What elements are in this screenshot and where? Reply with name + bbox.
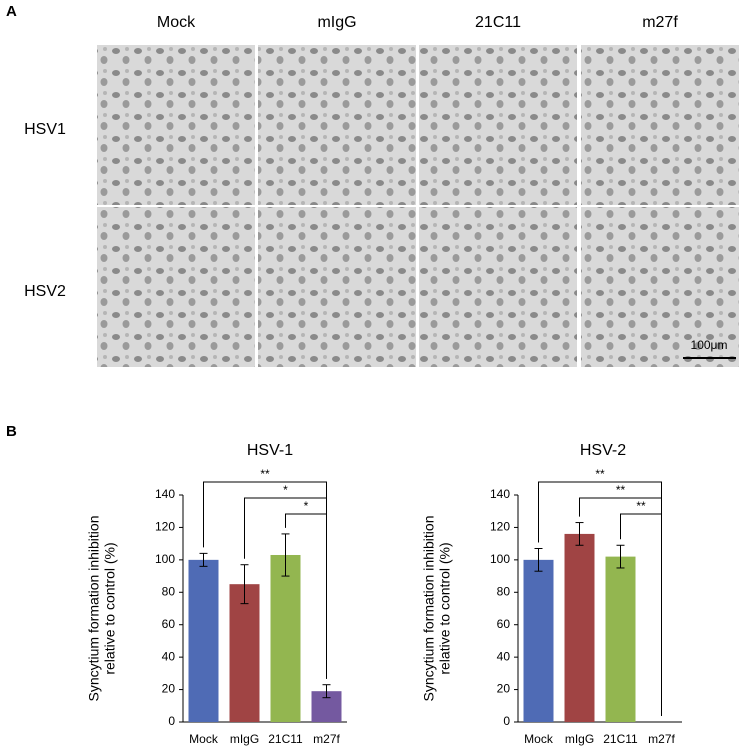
significance-label: * bbox=[283, 483, 288, 497]
y-tick-label: 0 bbox=[168, 714, 175, 728]
y-axis-label: Syncytium formation inhibition bbox=[86, 516, 102, 702]
x-tick-label: m27f bbox=[648, 732, 675, 746]
row-label: HSV1 bbox=[24, 121, 66, 138]
y-tick-label: 120 bbox=[155, 520, 175, 534]
significance-bracket bbox=[620, 513, 662, 716]
y-tick-label: 140 bbox=[490, 487, 510, 501]
significance-bracket bbox=[285, 513, 327, 679]
micrograph bbox=[97, 207, 255, 367]
y-tick-label: 80 bbox=[162, 584, 176, 598]
y-tick-label: 20 bbox=[497, 682, 511, 696]
column-label: mIgG bbox=[317, 14, 356, 31]
x-tick-label: Mock bbox=[524, 732, 554, 746]
bar bbox=[188, 559, 219, 722]
bar bbox=[270, 554, 301, 722]
significance-label: ** bbox=[595, 467, 605, 481]
chart-title: HSV-2 bbox=[580, 442, 626, 459]
micrograph bbox=[258, 45, 416, 205]
bar bbox=[564, 533, 595, 722]
y-tick-label: 40 bbox=[497, 649, 511, 663]
bar bbox=[605, 556, 636, 722]
y-tick-label: 20 bbox=[162, 682, 176, 696]
y-tick-label: 40 bbox=[162, 649, 176, 663]
micrograph bbox=[581, 45, 739, 205]
bar bbox=[229, 584, 260, 722]
x-tick-label: m27f bbox=[313, 732, 340, 746]
row-label: HSV2 bbox=[24, 283, 66, 300]
y-tick-label: 60 bbox=[497, 617, 511, 631]
significance-label: ** bbox=[260, 467, 270, 481]
x-tick-label: 21C11 bbox=[268, 732, 303, 746]
panel-label: B bbox=[6, 423, 17, 440]
micrograph bbox=[581, 207, 739, 367]
y-axis-label: relative to control (%) bbox=[437, 542, 453, 674]
micrograph bbox=[419, 45, 577, 205]
y-axis-label: Syncytium formation inhibition bbox=[421, 516, 437, 702]
y-tick-label: 80 bbox=[497, 584, 511, 598]
micrograph bbox=[419, 207, 577, 367]
significance-label: * bbox=[304, 499, 309, 513]
y-tick-label: 120 bbox=[490, 520, 510, 534]
micrograph bbox=[258, 207, 416, 367]
column-label: m27f bbox=[642, 14, 678, 31]
micrograph bbox=[97, 45, 255, 205]
y-tick-label: 140 bbox=[155, 487, 175, 501]
x-tick-label: mIgG bbox=[230, 732, 259, 746]
x-tick-label: mIgG bbox=[565, 732, 594, 746]
significance-label: ** bbox=[636, 499, 646, 513]
column-label: 21C11 bbox=[475, 14, 521, 31]
scale-bar-label: 100μm bbox=[691, 338, 728, 352]
significance-label: ** bbox=[616, 483, 626, 497]
x-tick-label: 21C11 bbox=[603, 732, 638, 746]
x-tick-label: Mock bbox=[189, 732, 219, 746]
y-tick-label: 100 bbox=[490, 552, 510, 566]
significance-bracket bbox=[538, 481, 662, 716]
y-tick-label: 60 bbox=[162, 617, 176, 631]
y-tick-label: 0 bbox=[503, 714, 510, 728]
y-axis-label: relative to control (%) bbox=[102, 542, 118, 674]
y-tick-label: 100 bbox=[155, 552, 175, 566]
bar bbox=[523, 559, 554, 722]
chart-title: HSV-1 bbox=[247, 442, 293, 459]
column-label: Mock bbox=[157, 14, 196, 31]
panel-label: A bbox=[6, 3, 17, 20]
